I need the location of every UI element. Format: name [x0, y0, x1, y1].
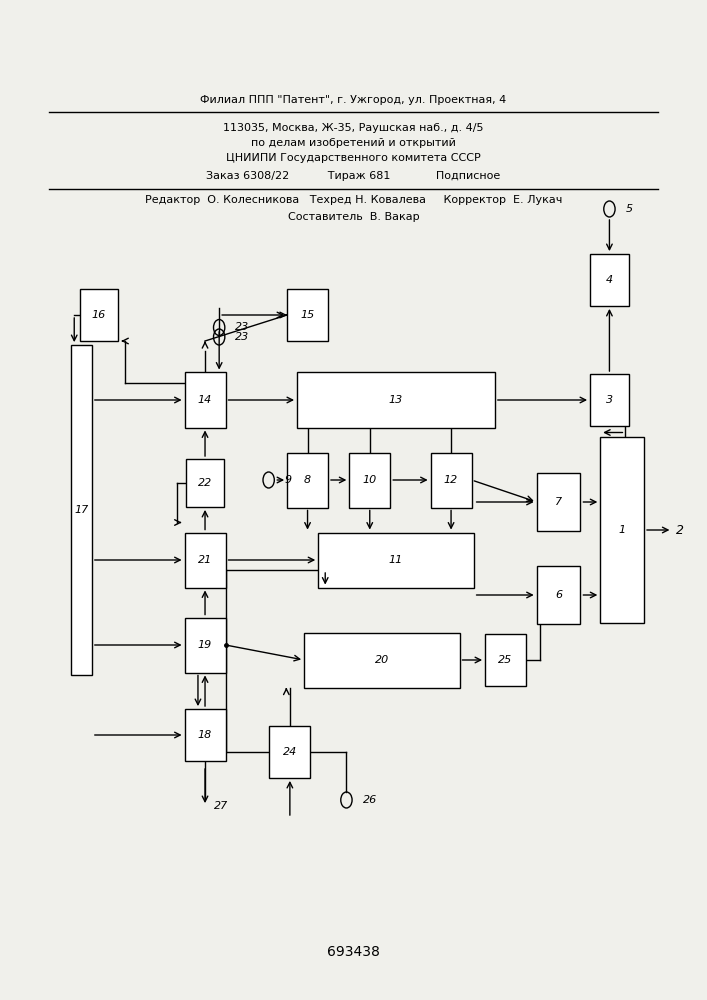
Text: 1: 1 [619, 525, 626, 535]
Text: 6: 6 [555, 590, 562, 600]
Text: 2: 2 [676, 524, 684, 536]
Text: по делам изобретений и открытий: по делам изобретений и открытий [251, 138, 456, 148]
Bar [79, 289, 118, 341]
Text: 22: 22 [198, 478, 212, 488]
Text: 17: 17 [74, 505, 88, 515]
Bar [297, 372, 495, 428]
Text: 10: 10 [363, 475, 377, 485]
Bar [287, 452, 328, 508]
Text: 5: 5 [626, 204, 633, 214]
Text: Составитель  В. Вакар: Составитель В. Вакар [288, 212, 419, 222]
Text: 4: 4 [606, 275, 613, 285]
Text: 16: 16 [92, 310, 106, 320]
Text: 7: 7 [555, 497, 562, 507]
Text: 23: 23 [235, 332, 250, 342]
Text: 23: 23 [235, 322, 250, 332]
Bar [600, 438, 644, 622]
Bar [185, 459, 224, 507]
Bar [431, 452, 472, 508]
Text: 12: 12 [444, 475, 458, 485]
Bar [590, 254, 629, 306]
Bar [185, 532, 226, 587]
Text: Заказ 6308/22           Тираж 681             Подписное: Заказ 6308/22 Тираж 681 Подписное [206, 171, 501, 181]
Text: 113035, Москва, Ж-35, Раушская наб., д. 4/5: 113035, Москва, Ж-35, Раушская наб., д. … [223, 123, 484, 133]
Text: 14: 14 [198, 395, 212, 405]
Bar [185, 618, 226, 673]
Text: 15: 15 [300, 310, 315, 320]
Bar [537, 566, 580, 624]
Text: 25: 25 [498, 655, 513, 665]
Text: 26: 26 [363, 795, 377, 805]
Text: 11: 11 [389, 555, 403, 565]
Bar [185, 709, 226, 761]
Text: 27: 27 [214, 801, 228, 811]
Bar [269, 726, 310, 778]
Bar [590, 374, 629, 426]
Text: 24: 24 [283, 747, 297, 757]
Text: 21: 21 [198, 555, 212, 565]
Text: Филиал ППП "Патент", г. Ужгород, ул. Проектная, 4: Филиал ППП "Патент", г. Ужгород, ул. Про… [200, 95, 507, 105]
Bar [185, 372, 226, 428]
Bar [318, 532, 474, 587]
Text: 9: 9 [285, 475, 292, 485]
Bar [287, 289, 328, 341]
Text: ЦНИИПИ Государственного комитета СССР: ЦНИИПИ Государственного комитета СССР [226, 153, 481, 163]
Text: 20: 20 [375, 655, 389, 665]
Bar [304, 633, 460, 688]
Text: 18: 18 [198, 730, 212, 740]
Text: Редактор  О. Колесникова   Техред Н. Ковалева     Корректор  Е. Лукач: Редактор О. Колесникова Техред Н. Ковале… [145, 195, 562, 205]
Bar [485, 634, 526, 686]
Bar [349, 452, 390, 508]
Text: 3: 3 [606, 395, 613, 405]
Text: 8: 8 [304, 475, 311, 485]
Text: 13: 13 [389, 395, 403, 405]
Text: 19: 19 [198, 640, 212, 650]
Bar [71, 345, 92, 675]
Text: 693438: 693438 [327, 945, 380, 959]
Bar [537, 473, 580, 531]
